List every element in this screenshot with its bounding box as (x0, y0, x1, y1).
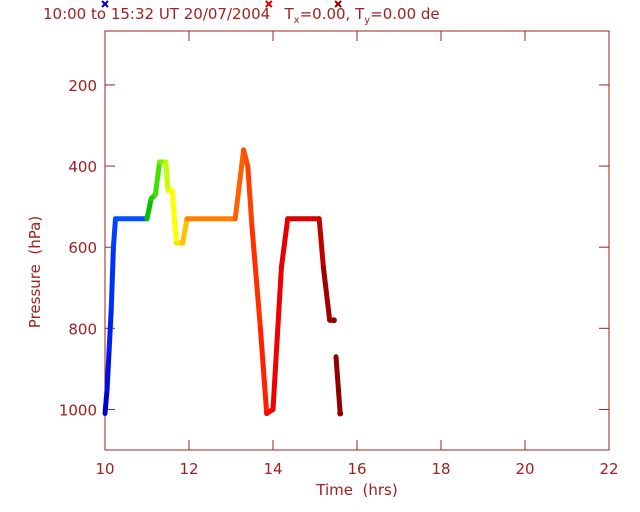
y-axis-label: Pressure (hPa) (26, 216, 44, 328)
x-tick-label: 14 (263, 460, 282, 478)
x-tick-label: 20 (515, 460, 534, 478)
trajectory-segment (104, 346, 112, 392)
x-tick-label: 12 (179, 460, 198, 478)
trajectory-segment (108, 244, 116, 311)
x-tick-label: 22 (599, 460, 618, 478)
trajectory-segment (169, 187, 179, 246)
trajectory-segment (110, 216, 118, 250)
trajectory-segment (245, 163, 255, 230)
time-marker (334, 0, 342, 8)
title-part: =0.00 de (370, 5, 440, 23)
trajectory-segment (102, 386, 110, 416)
time-marker-stroke (334, 0, 342, 8)
trajectory-segment (106, 305, 114, 352)
trajectory-segment (316, 216, 326, 270)
plot-frame (104, 30, 610, 451)
trajectory-segment (249, 224, 263, 331)
x-tick-label: 16 (347, 460, 366, 478)
trajectory-segment (180, 216, 190, 246)
trajectory-point (330, 317, 337, 324)
x-axis-label: Time (hrs) (315, 481, 397, 499)
trajectory-segment (320, 264, 333, 323)
trajectory-point (337, 410, 344, 417)
y-tick-label: 1000 (59, 401, 97, 419)
trajectory-segment (278, 216, 291, 270)
y-tick-label: 200 (68, 77, 97, 95)
title-part: 10:00 to 15:32 UT 20/07/2004 T (43, 5, 294, 23)
time-marker-stroke (101, 0, 109, 8)
title-part: =0.00, T (300, 5, 366, 23)
trajectory-segment (257, 325, 270, 416)
time-marker-stroke (265, 0, 273, 8)
title-part: x (294, 15, 300, 26)
trajectory-segment (241, 147, 251, 169)
x-tick-label: 18 (431, 460, 450, 478)
y-tick-label: 800 (68, 320, 97, 338)
title-part: y (364, 15, 370, 26)
trajectory-segment (163, 159, 171, 193)
y-tick-label: 400 (68, 158, 97, 176)
x-tick-label: 10 (95, 460, 114, 478)
trajectory-segment (232, 147, 247, 222)
y-tick-label: 600 (68, 239, 97, 257)
time-marker (265, 0, 273, 8)
trajectory-segment (144, 196, 154, 222)
trajectory-segment (152, 159, 163, 197)
trajectory-segment (333, 354, 343, 416)
chart-title: 10:00 to 15:32 UT 20/07/2004 Tx=0.00, Ty… (43, 5, 440, 26)
trajectory-segment (270, 264, 284, 412)
time-marker (101, 0, 109, 8)
